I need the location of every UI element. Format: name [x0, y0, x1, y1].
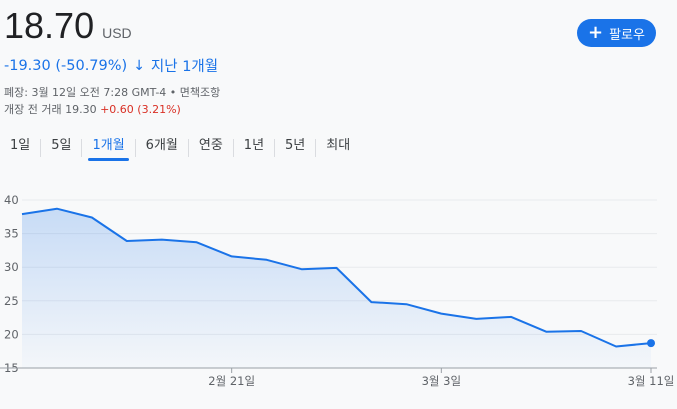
follow-button[interactable]: + 팔로우 [577, 19, 656, 47]
tab-1d[interactable]: 1일 [10, 138, 31, 153]
current-price: 18.70 [4, 5, 95, 46]
y-tick-label: 30 [4, 260, 19, 274]
premarket-info: 개장 전 거래 19.30 +0.60 (3.21%) [4, 101, 181, 117]
close-info: 폐장: 3월 12일 오전 7:28 GMT-4 • 면책조항 [4, 86, 221, 99]
tab-max[interactable]: 최대 [326, 138, 351, 153]
y-tick-label: 35 [4, 227, 19, 241]
tab-divider [232, 139, 234, 157]
data-point [369, 300, 373, 304]
data-point [579, 329, 583, 333]
tab-5y[interactable]: 5년 [285, 138, 306, 153]
data-point [614, 344, 618, 348]
data-point [474, 317, 478, 321]
tab-divider [81, 139, 83, 157]
price-header: 18.70 USD [4, 6, 132, 46]
tab-1m[interactable]: 1개월 [82, 133, 134, 163]
plus-icon: + [588, 22, 604, 43]
tab-5d[interactable]: 5일 [51, 138, 72, 153]
price-change-row: -19.30 (-50.79%) ↓ 지난 1개월 [4, 55, 218, 76]
data-point [195, 240, 199, 244]
x-tick-label: 3월 3일 [422, 374, 461, 388]
premarket-change: +0.60 (3.21%) [100, 103, 181, 116]
data-point [404, 302, 408, 306]
follow-label: 팔로우 [609, 27, 645, 43]
data-point [265, 258, 269, 262]
data-point [230, 254, 234, 258]
x-tick-label: 2월 21일 [208, 374, 255, 388]
tab-1y[interactable]: 1년 [243, 138, 265, 153]
x-tick-label: 3월 11일 [628, 374, 675, 388]
price-change: -19.30 (-50.79%) [4, 57, 128, 74]
data-point [335, 266, 339, 270]
price-area [22, 208, 651, 368]
tab-divider [40, 139, 42, 157]
data-point [544, 330, 548, 334]
data-point [90, 215, 94, 219]
period-label: 지난 1개월 [150, 59, 219, 75]
data-point [160, 238, 164, 242]
data-point [439, 312, 443, 316]
premarket-price: 개장 전 거래 19.30 [4, 103, 97, 116]
range-tabs: 1일 5일 1개월 6개월 연중 1년 5년 최대 [0, 133, 360, 163]
tab-divider [315, 139, 317, 157]
data-point [55, 207, 59, 211]
y-tick-label: 20 [4, 327, 19, 341]
last-price-marker [647, 339, 655, 348]
down-arrow-icon: ↓ [133, 57, 145, 74]
tab-divider [187, 139, 189, 157]
currency-label: USD [102, 25, 132, 41]
price-line [21, 207, 652, 348]
data-point [300, 267, 304, 271]
tab-divider [274, 139, 276, 157]
data-point [509, 315, 513, 319]
tab-6m[interactable]: 6개월 [145, 138, 178, 153]
tab-ytd[interactable]: 연중 [198, 138, 223, 153]
tab-divider [134, 139, 136, 157]
y-tick-label: 25 [4, 294, 19, 308]
y-tick-label: 40 [4, 193, 19, 207]
data-point [20, 212, 24, 216]
data-point [125, 239, 129, 243]
